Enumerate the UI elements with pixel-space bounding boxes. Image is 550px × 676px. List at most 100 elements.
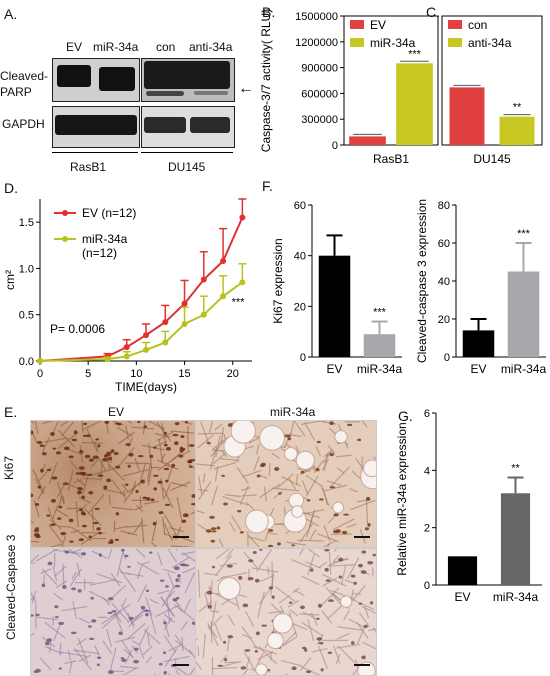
tissue-fiber xyxy=(215,435,221,458)
tissue-fiber xyxy=(176,667,189,675)
tissue-nucleus xyxy=(58,667,62,670)
tissue-nucleus xyxy=(143,425,148,428)
tissue-nucleus xyxy=(318,641,324,645)
legend-label: anti-34a xyxy=(468,36,512,50)
tissue-fiber xyxy=(243,651,257,673)
tissue-nucleus xyxy=(164,503,171,506)
tissue-fiber xyxy=(336,454,352,458)
tissue-nucleus xyxy=(254,578,260,583)
tissue-fiber xyxy=(73,649,100,655)
tissue-vacuole xyxy=(291,505,304,518)
y-tick-label: 40 xyxy=(294,251,306,263)
tissue-nucleus xyxy=(180,435,185,438)
tissue-nucleus xyxy=(46,638,52,642)
tissue-fiber xyxy=(133,506,143,511)
tissue-fiber xyxy=(308,549,321,558)
tissue-fiber xyxy=(188,649,195,659)
tissue-nucleus xyxy=(284,434,291,438)
tissue-fiber xyxy=(167,572,176,589)
row-label-gapdh: GAPDH xyxy=(2,117,45,131)
tissue-fiber xyxy=(41,568,58,586)
tissue-fiber xyxy=(44,621,66,639)
tissue-fiber xyxy=(87,494,105,514)
tissue-fiber xyxy=(256,549,273,572)
data-point xyxy=(123,353,130,360)
tissue-nucleus xyxy=(206,590,213,595)
tissue-fiber xyxy=(61,421,74,437)
tissue-fiber xyxy=(231,515,242,531)
row-label-cleaved-parp-line1: Cleaved- xyxy=(0,69,49,83)
y-tick-label: 0.5 xyxy=(19,310,34,322)
tissue-fiber xyxy=(82,477,101,480)
panel-label-e: E. xyxy=(4,404,18,420)
tissue-nucleus xyxy=(317,603,322,608)
tissue-nucleus xyxy=(149,454,154,459)
tissue-fiber xyxy=(267,532,278,535)
tissue-fiber xyxy=(118,431,135,445)
tissue-fiber xyxy=(318,561,328,569)
band xyxy=(190,117,230,133)
tissue-fiber xyxy=(164,514,177,536)
tissue-fiber xyxy=(123,489,127,501)
tissue-nucleus xyxy=(79,449,84,454)
tissue-fiber xyxy=(321,458,330,471)
tissue-fiber xyxy=(31,540,40,543)
tissue-fiber xyxy=(322,539,337,547)
tissue-fiber xyxy=(115,636,135,643)
significance-label: ** xyxy=(511,463,520,475)
tissue-fiber xyxy=(208,615,223,630)
tissue-fiber xyxy=(145,656,153,664)
tissue-fiber xyxy=(202,473,206,483)
tissue-nucleus xyxy=(105,453,111,457)
tissue-fiber xyxy=(210,621,213,643)
tissue-fiber xyxy=(76,477,86,487)
tissue-fiber xyxy=(279,631,297,649)
tissue-fiber xyxy=(157,590,170,595)
band xyxy=(99,67,135,91)
tissue-fiber xyxy=(137,565,143,579)
tissue-fiber xyxy=(154,673,156,675)
tissue-nucleus xyxy=(163,467,170,471)
tissue-nucleus xyxy=(35,668,41,673)
tissue-nucleus xyxy=(69,540,74,543)
tissue-fiber xyxy=(190,511,195,516)
tissue-nucleus xyxy=(113,451,119,456)
tissue-nucleus xyxy=(79,508,84,512)
tissue-nucleus xyxy=(111,610,117,613)
tissue-fiber xyxy=(168,673,170,675)
tissue-fiber xyxy=(365,498,369,525)
tissue-fiber xyxy=(311,647,328,653)
x-tick-label: miR-34a xyxy=(357,362,403,376)
tissue-fiber xyxy=(42,421,55,425)
significance-label: ** xyxy=(513,102,522,114)
tissue-fiber xyxy=(368,628,376,632)
tissue-fiber xyxy=(244,610,255,628)
tissue-fiber xyxy=(255,652,264,668)
legend-swatch xyxy=(448,20,462,29)
tissue-nucleus xyxy=(210,539,215,543)
tissue-fiber xyxy=(122,667,137,675)
tissue-nucleus xyxy=(50,498,57,503)
tissue-fiber xyxy=(251,567,279,573)
tissue-nucleus xyxy=(145,612,149,617)
tissue-nucleus xyxy=(70,631,77,635)
tissue-fiber xyxy=(304,422,315,441)
chart-c-caspase-du145: ** DU145 con anti-34a xyxy=(441,15,543,166)
tissue-nucleus xyxy=(121,549,125,552)
tissue-fiber xyxy=(127,612,135,628)
tissue-nucleus xyxy=(97,474,104,477)
tissue-nucleus xyxy=(178,454,184,458)
tissue-fiber xyxy=(306,518,320,527)
tissue-fiber xyxy=(323,453,329,472)
tissue-nucleus xyxy=(361,655,366,660)
tissue-fiber xyxy=(281,659,303,667)
panel-label-d: D. xyxy=(4,180,18,196)
tissue-fiber xyxy=(105,421,109,434)
data-point xyxy=(181,300,188,307)
tissue-fiber xyxy=(295,473,299,486)
tissue-fiber xyxy=(343,610,350,621)
tissue-nucleus xyxy=(244,649,251,652)
lane-label-ev: EV xyxy=(66,40,83,54)
tissue-fiber xyxy=(48,524,63,544)
tissue-fiber xyxy=(181,551,195,556)
